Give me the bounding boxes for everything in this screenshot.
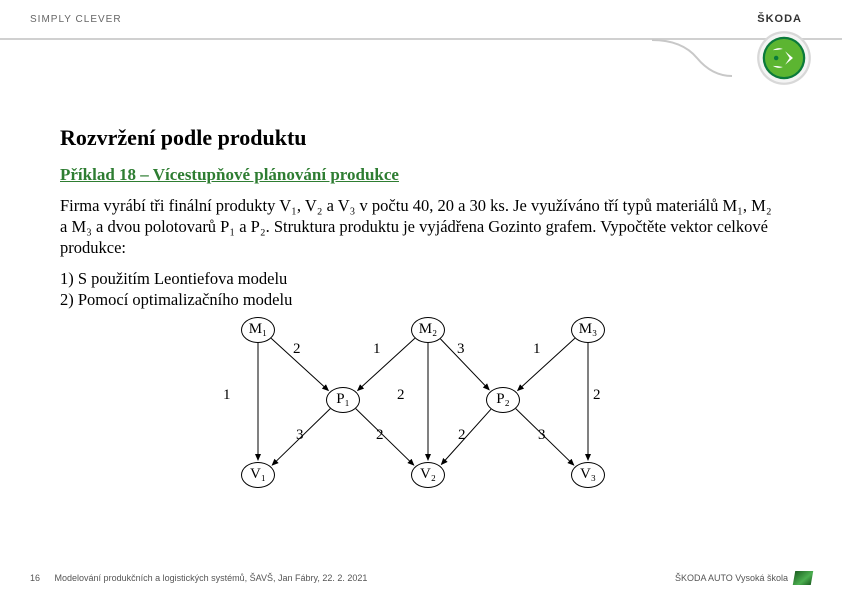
skoda-logo-icon	[756, 30, 812, 86]
footer-bar: 16 Modelování produkčních a logistických…	[30, 571, 812, 585]
edge-M2-P1	[358, 338, 415, 390]
footer-left: 16 Modelování produkčních a logistických…	[30, 573, 367, 583]
edge-label-P2-V3: 3	[538, 427, 546, 444]
header-curve	[652, 38, 732, 78]
edge-label-M3-V3: 2	[593, 387, 601, 404]
footer-text: Modelování produkčních a logistických sy…	[55, 573, 368, 583]
list-item-2: 2) Pomocí optimalizačního modelu	[60, 289, 782, 310]
footer-school: ŠKODA AUTO Vysoká škola	[675, 573, 788, 583]
footer-logo-icon	[793, 571, 813, 585]
node-P2: P₂	[486, 387, 520, 413]
edge-label-M2-V2: 2	[397, 387, 405, 404]
edge-label-M2-P2: 3	[457, 341, 465, 358]
edge-P2-V2	[441, 409, 491, 464]
node-M2: M₂	[411, 317, 445, 343]
example-subtitle: Příklad 18 – Vícestupňové plánování prod…	[60, 165, 782, 185]
edge-label-M2-P1: 1	[373, 341, 381, 358]
diagram-container: M₁ M₂ M₃ P₁ P₂ V₁ V₂ V₃ 2 1 1 3 2 1 2 3 2 2 3	[60, 317, 782, 492]
node-V3: V₃	[571, 462, 605, 488]
page-title: Rozvržení podle produktu	[60, 125, 782, 151]
header-bar: SIMPLY CLEVER ŠKODA	[0, 0, 842, 30]
edge-label-M1-P1: 2	[293, 341, 301, 358]
edge-label-M3-P2: 1	[533, 341, 541, 358]
footer-right: ŠKODA AUTO Vysoká škola	[675, 571, 812, 585]
edge-label-P1-V1: 3	[296, 427, 304, 444]
content-area: Rozvržení podle produktu Příklad 18 – Ví…	[0, 30, 842, 492]
page-number: 16	[30, 573, 40, 583]
tagline: SIMPLY CLEVER	[30, 14, 122, 25]
edge-M3-P2	[518, 338, 575, 390]
edge-label-M1-V1: 1	[223, 387, 231, 404]
list-item-1: 1) S použitím Leontiefova modelu	[60, 268, 782, 289]
edge-P1-V2	[356, 408, 414, 464]
brand-name: ŠKODA	[757, 13, 802, 25]
edge-M2-P2	[440, 338, 489, 389]
edge-label-P1-V2: 2	[376, 427, 384, 444]
edge-label-P2-V2: 2	[458, 427, 466, 444]
node-V1: V₁	[241, 462, 275, 488]
node-V2: V₂	[411, 462, 445, 488]
gozinto-graph: M₁ M₂ M₃ P₁ P₂ V₁ V₂ V₃ 2 1 1 3 2 1 2 3 2 2 3	[181, 317, 661, 492]
node-P1: P₁	[326, 387, 360, 413]
node-M1: M₁	[241, 317, 275, 343]
node-M3: M₃	[571, 317, 605, 343]
problem-statement: Firma vyrábí tři finální produkty V₁, V₂…	[60, 195, 782, 258]
